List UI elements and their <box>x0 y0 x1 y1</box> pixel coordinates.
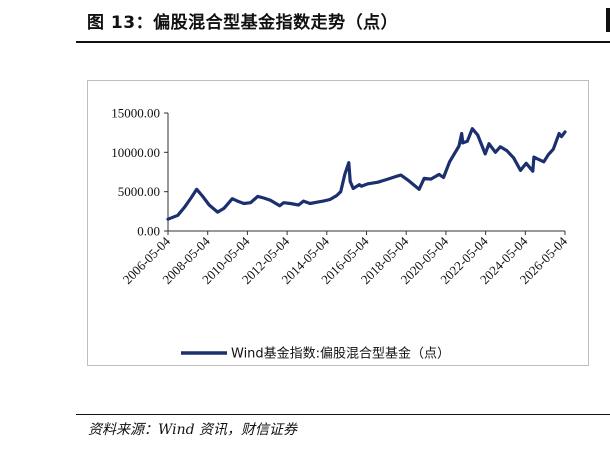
source-note: 资料来源：Wind 资讯，财信证券 <box>88 422 298 438</box>
data-point <box>397 175 399 177</box>
data-point <box>302 200 305 202</box>
data-point <box>525 162 527 165</box>
data-point <box>367 183 369 185</box>
data-point <box>462 142 464 144</box>
data-point <box>344 173 346 176</box>
data-point <box>564 131 566 133</box>
data-point <box>339 190 342 193</box>
data-point <box>377 181 379 183</box>
data-point <box>282 201 285 204</box>
data-point <box>476 134 479 136</box>
data-point <box>430 178 432 180</box>
data-point <box>329 198 331 201</box>
data-point <box>309 202 311 205</box>
data-point <box>499 146 502 148</box>
data-point <box>216 211 219 213</box>
page-edge-mark <box>606 8 610 32</box>
legend-label: Wind基金指数:偏股混合型基金（点） <box>231 346 450 362</box>
series-line <box>166 127 567 221</box>
data-point <box>533 156 535 158</box>
data-point <box>352 187 355 190</box>
data-point <box>560 135 563 138</box>
data-point <box>488 142 490 145</box>
data-point <box>249 201 252 204</box>
source-rule <box>76 414 610 415</box>
data-point <box>183 206 186 209</box>
data-point <box>423 177 426 180</box>
data-point <box>289 202 292 205</box>
y-tick-label: 10000.00 <box>111 145 160 160</box>
data-point <box>256 195 259 198</box>
data-point <box>223 207 225 209</box>
data-point <box>400 174 402 176</box>
data-point <box>231 197 234 200</box>
data-point <box>167 218 169 220</box>
figure-title: 图 13：偏股混合型基金指数走势（点） <box>87 13 399 33</box>
data-point <box>190 197 192 199</box>
data-point <box>558 132 560 135</box>
data-point <box>442 176 445 179</box>
data-point <box>458 145 460 147</box>
data-point <box>297 204 300 206</box>
data-point <box>536 157 538 160</box>
data-point <box>387 178 389 180</box>
data-point <box>322 200 325 202</box>
data-point <box>208 204 210 206</box>
title-rule <box>76 41 610 43</box>
data-point <box>466 140 469 143</box>
data-point <box>201 195 204 198</box>
y-tick-label: 0.00 <box>137 224 160 239</box>
data-point <box>278 205 281 207</box>
data-point <box>269 199 272 202</box>
data-point <box>236 200 239 202</box>
data-point <box>519 169 522 172</box>
data-point <box>460 132 463 135</box>
data-point <box>195 188 198 191</box>
data-point <box>358 183 361 186</box>
data-point <box>438 173 440 176</box>
data-point <box>484 153 487 155</box>
data-point <box>547 153 550 156</box>
y-tick-label: 5000.00 <box>118 184 160 199</box>
data-point <box>512 157 515 159</box>
data-point <box>360 185 363 187</box>
data-point <box>243 202 245 205</box>
line-chart: 0.005000.0010000.0015000.002006-05-04200… <box>111 106 570 362</box>
y-tick-label: 15000.00 <box>111 106 160 121</box>
data-point <box>532 170 534 172</box>
data-point <box>263 197 265 199</box>
data-point <box>506 150 508 152</box>
chart-frame: 0.00 5000.00 10000.00 15000.00 2006-05-04 200… <box>87 80 589 366</box>
data-point <box>335 194 338 197</box>
data-point <box>471 127 474 130</box>
data-point <box>349 180 352 183</box>
data-point <box>552 148 555 150</box>
data-point <box>177 214 179 217</box>
data-point <box>494 151 497 154</box>
data-point <box>317 201 320 203</box>
data-point <box>448 161 451 163</box>
data-point <box>348 161 350 164</box>
data-point <box>418 188 420 191</box>
data-point <box>543 161 545 163</box>
data-point <box>406 179 409 181</box>
